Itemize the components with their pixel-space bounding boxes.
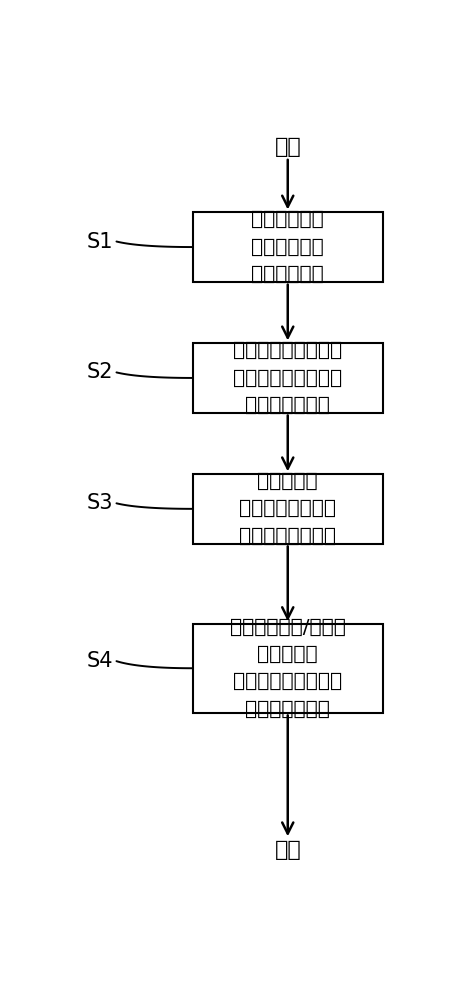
Text: 计算倾角矢量
计算变轨燃料
判断抵近类型: 计算倾角矢量 计算变轨燃料 判断抵近类型 xyxy=(251,210,324,284)
Text: 计算目标星升/降交点
时刻和光照
计算固定转移时间燃
料最省变轨策略: 计算目标星升/降交点 时刻和光照 计算固定转移时间燃 料最省变轨策略 xyxy=(230,618,346,719)
Bar xyxy=(193,474,383,544)
Text: S4: S4 xyxy=(86,651,113,671)
Bar xyxy=(193,624,383,713)
Text: S2: S2 xyxy=(86,362,113,382)
Text: S1: S1 xyxy=(86,232,113,252)
Text: 结束: 结束 xyxy=(274,840,301,860)
Bar xyxy=(193,212,383,282)
Text: 开始: 开始 xyxy=(274,137,301,157)
Bar xyxy=(193,343,383,413)
Text: S3: S3 xyxy=(86,493,113,513)
Text: 调整轨道面
设置共面转移条件
解算共面转移策略: 调整轨道面 设置共面转移条件 解算共面转移策略 xyxy=(239,472,336,546)
Text: 设置抵近时刻和位置
计算固定转移时间燃
料最省变轨策略: 设置抵近时刻和位置 计算固定转移时间燃 料最省变轨策略 xyxy=(233,341,342,415)
